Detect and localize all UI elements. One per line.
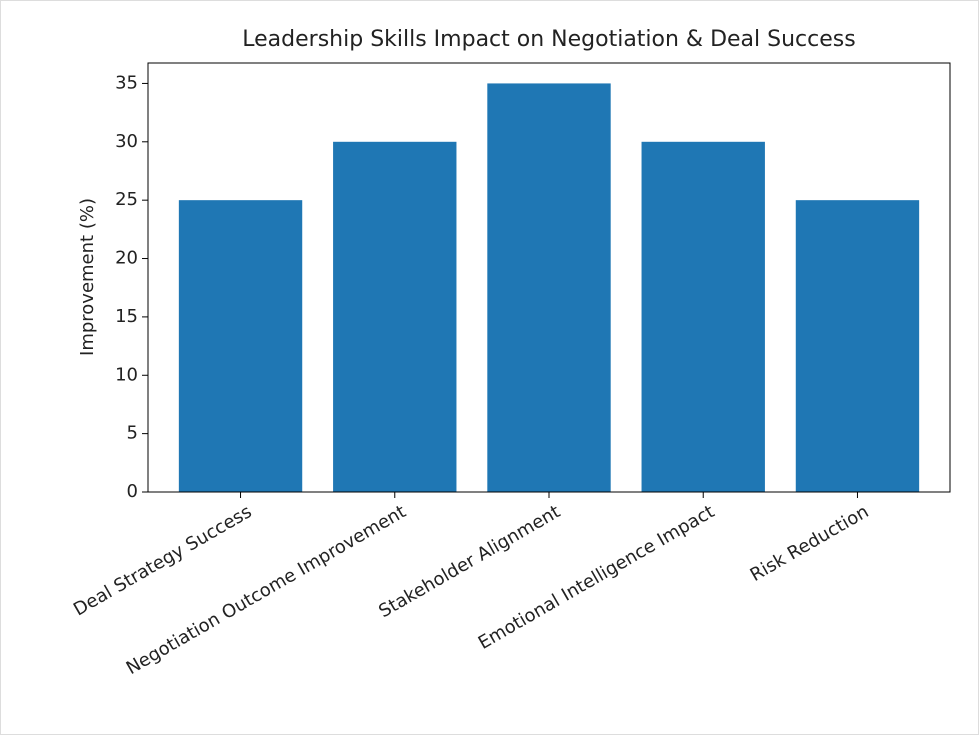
y-tick-label: 35 [115,72,138,93]
y-tick-label: 10 [115,364,138,385]
chart-title: Leadership Skills Impact on Negotiation … [242,27,855,52]
y-tick-label: 20 [115,248,138,269]
y-tick-label: 0 [127,481,138,502]
y-tick-label: 5 [127,423,138,444]
y-tick-label: 25 [115,189,138,210]
y-tick-label: 30 [115,131,138,152]
bar [333,141,457,493]
bar [178,200,303,492]
bar [641,141,765,493]
plot-frame [147,62,951,493]
y-axis-label: Improvement (%) [77,198,98,356]
bar [795,200,920,492]
y-tick-label: 15 [115,306,138,327]
bar [487,83,611,492]
